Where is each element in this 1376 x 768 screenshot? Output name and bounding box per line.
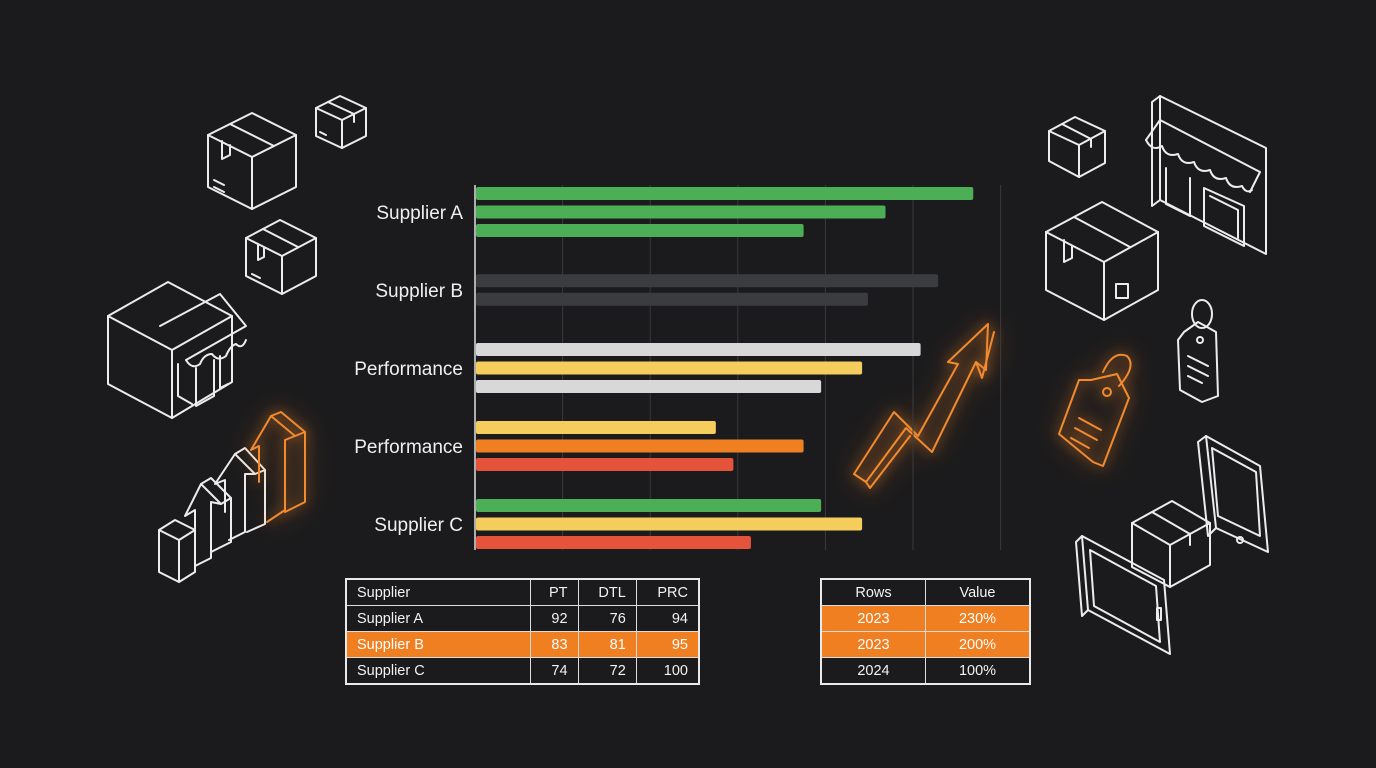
bar [476,499,822,512]
bar [476,274,939,288]
table-cell: Supplier A [345,605,531,632]
table-row-highlighted: Supplier B 83 81 95 [345,631,700,658]
box-icon [207,112,297,210]
table-cell: 92 [530,605,579,632]
growth-arrows-icon [158,411,306,583]
bar [476,536,751,549]
trend-arrow-icon [853,323,995,489]
tablet-icon [1197,435,1269,553]
price-tag-icon [1058,353,1132,467]
bar [476,439,804,453]
bar [476,421,716,434]
bar [476,224,804,237]
table-cell: Supplier B [345,631,531,658]
price-tag-icon [1177,299,1219,403]
category-label: Supplier C [374,515,463,536]
column-header: PT [530,578,579,606]
bar [476,380,822,393]
table-cell: 74 [530,657,579,685]
table-row: Supplier C 74 72 100 [345,657,700,685]
bar [476,343,921,356]
phone-icon [1075,535,1171,655]
box-icon [1131,500,1211,588]
table-row: Supplier A 92 76 94 [345,605,700,632]
table-cell: 100% [925,657,1031,685]
category-label: Supplier A [376,203,463,224]
storefront-icon [1145,95,1267,255]
storefront-icon [107,281,247,419]
table-header-row: Rows Value [820,578,1031,606]
column-header: DTL [577,578,637,606]
table-cell: 95 [635,631,700,658]
table-cell: 83 [530,631,579,658]
bar [476,517,863,531]
table-cell: 76 [577,605,637,632]
table-cell: 72 [577,657,637,685]
column-header: PRC [635,578,700,606]
yearly-value-table: Rows Value 2023 230% 2023 200% 2024 100% [820,578,1031,685]
bar [476,187,974,200]
box-icon [1045,201,1159,321]
supplier-scores-table: Supplier PT DTL PRC Supplier A 92 76 94 … [345,578,700,685]
category-label: Supplier B [375,281,463,302]
column-header: Rows [820,578,926,606]
bar-chart: Supplier A Supplier B Performance Performan… [354,185,1002,550]
category-label: Performance [354,359,463,380]
box-icon [1048,116,1106,178]
box-icon [315,95,367,149]
category-label: Performance [354,437,463,458]
table-cell: 200% [925,631,1031,658]
bar [476,361,863,375]
table-cell: 2023 [820,605,926,632]
table-header-row: Supplier PT DTL PRC [345,578,700,606]
box-icon [245,219,317,295]
bar [476,292,868,306]
table-cell: 81 [577,631,637,658]
column-header: Value [925,578,1031,606]
table-cell: 230% [925,605,1031,632]
table-cell: 2023 [820,631,926,658]
table-cell: Supplier C [345,657,531,685]
table-row: 2024 100% [820,657,1031,685]
column-header: Supplier [345,578,531,606]
bar [476,205,886,219]
table-cell: 94 [635,605,700,632]
table-row-highlighted: 2023 200% [820,631,1031,658]
table-cell: 2024 [820,657,926,685]
table-cell: 100 [635,657,700,685]
table-row-highlighted: 2023 230% [820,605,1031,632]
bar [476,458,734,471]
